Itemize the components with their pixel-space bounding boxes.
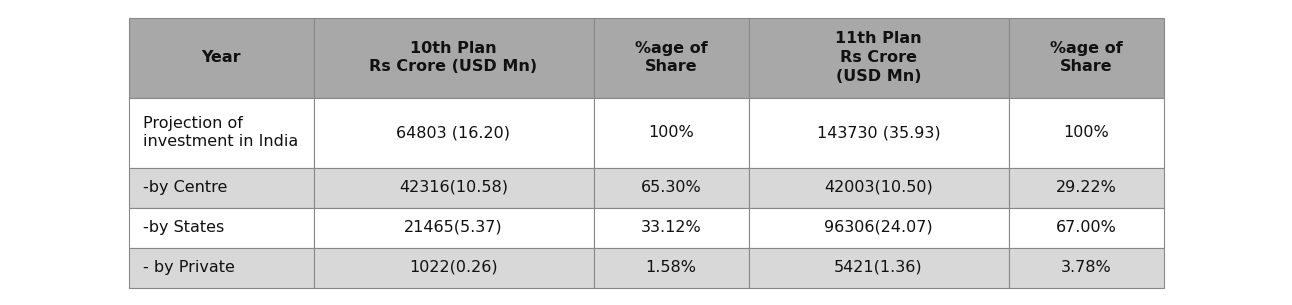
- Text: 42316(10.58): 42316(10.58): [399, 180, 508, 195]
- Bar: [1009, 17, 1164, 98]
- Text: 1.58%: 1.58%: [646, 260, 696, 275]
- Text: 10th Plan
Rs Crore (USD Mn): 10th Plan Rs Crore (USD Mn): [370, 41, 537, 74]
- Bar: [128, 98, 314, 167]
- Bar: [128, 167, 314, 207]
- Text: 64803 (16.20): 64803 (16.20): [397, 125, 510, 140]
- Text: 96306(24.07): 96306(24.07): [824, 220, 933, 235]
- Bar: [748, 247, 1009, 288]
- Text: Year: Year: [202, 50, 240, 65]
- Text: 3.78%: 3.78%: [1061, 260, 1111, 275]
- Bar: [128, 17, 314, 98]
- Bar: [314, 247, 593, 288]
- Bar: [1009, 98, 1164, 167]
- Text: %age of
Share: %age of Share: [634, 41, 708, 74]
- Text: 5421(1.36): 5421(1.36): [835, 260, 922, 275]
- Text: 29.22%: 29.22%: [1056, 180, 1116, 195]
- Text: 65.30%: 65.30%: [641, 180, 702, 195]
- Bar: [314, 207, 593, 247]
- Bar: [593, 17, 748, 98]
- Bar: [314, 98, 593, 167]
- Text: Projection of
investment in India: Projection of investment in India: [143, 116, 298, 149]
- Text: 42003(10.50): 42003(10.50): [824, 180, 933, 195]
- Bar: [748, 167, 1009, 207]
- Text: -by States: -by States: [143, 220, 225, 235]
- Text: - by Private: - by Private: [143, 260, 235, 275]
- Bar: [128, 207, 314, 247]
- Bar: [593, 207, 748, 247]
- Text: 21465(5.37): 21465(5.37): [404, 220, 503, 235]
- Bar: [748, 98, 1009, 167]
- Text: -by Centre: -by Centre: [143, 180, 227, 195]
- Bar: [593, 167, 748, 207]
- Bar: [593, 247, 748, 288]
- Text: 33.12%: 33.12%: [641, 220, 702, 235]
- Bar: [1009, 207, 1164, 247]
- Text: 100%: 100%: [649, 125, 694, 140]
- Text: 11th Plan
Rs Crore
(USD Mn): 11th Plan Rs Crore (USD Mn): [835, 31, 921, 84]
- Bar: [748, 17, 1009, 98]
- Bar: [314, 17, 593, 98]
- Text: 67.00%: 67.00%: [1056, 220, 1116, 235]
- Bar: [593, 98, 748, 167]
- Text: 1022(0.26): 1022(0.26): [410, 260, 497, 275]
- Bar: [1009, 247, 1164, 288]
- Bar: [748, 207, 1009, 247]
- Bar: [1009, 167, 1164, 207]
- Text: 100%: 100%: [1063, 125, 1109, 140]
- Text: %age of
Share: %age of Share: [1049, 41, 1123, 74]
- Bar: [128, 247, 314, 288]
- Bar: [314, 167, 593, 207]
- Text: 143730 (35.93): 143730 (35.93): [817, 125, 941, 140]
